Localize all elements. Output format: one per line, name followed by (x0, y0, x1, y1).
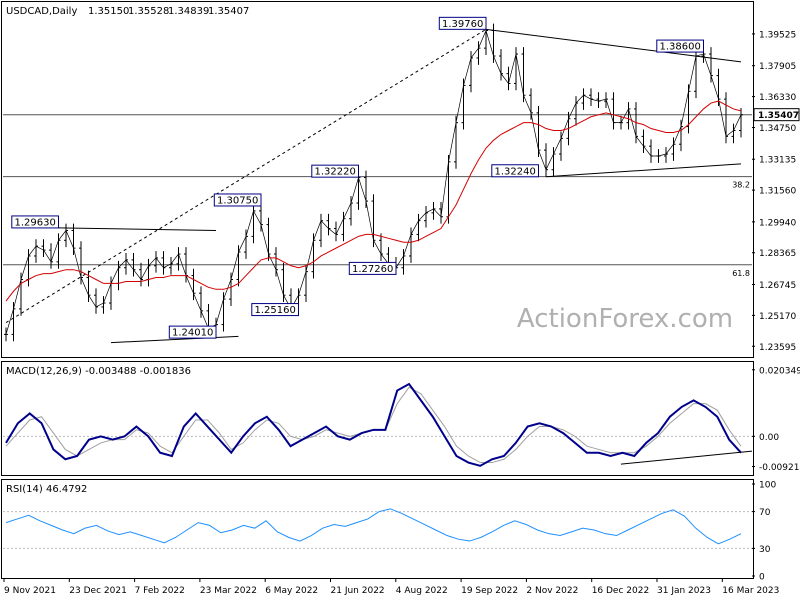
rsi-tick-label: 30 (759, 545, 771, 555)
price-tick-label: 1.25170 (759, 312, 796, 322)
macd-tick-label: 0.020349 (759, 366, 800, 376)
time-tick-label: 23 Dec 2021 (69, 586, 127, 596)
price-tick-label: 1.26745 (759, 281, 796, 291)
moving-average-line (5, 100, 742, 302)
time-tick-label: 7 Feb 2022 (135, 586, 185, 596)
rsi-tick-label: 70 (759, 508, 771, 518)
price-annotation-box (11, 215, 60, 229)
macd-tick-label: -0.009215 (759, 463, 800, 473)
price-annotation-box (311, 164, 359, 178)
macd-axis: 0.020349 0.00 -0.009215 (752, 366, 800, 473)
level-label: 61.8 (732, 269, 750, 278)
price-annotation-box (213, 193, 262, 207)
price-close-line (5, 29, 742, 335)
price-panel-border (1, 1, 754, 358)
macd-trendline-0 (620, 450, 753, 465)
price-axis: 1.39525 1.37905 1.36330 1.34750 1.33135 1.315… (752, 30, 800, 353)
trendline-0 (5, 28, 487, 324)
price-annotation-label: 1.25160 (254, 305, 295, 316)
macd-tick-label: 0.00 (759, 433, 779, 443)
price-tick-label: 1.33135 (759, 156, 796, 166)
time-tick-label: 16 Mar 2023 (722, 586, 779, 596)
price-annotations: 1.39760 1.38600 1.32220 1.32240 1.30750 1.296… (11, 16, 704, 339)
price-annotation-label: 1.27260 (352, 264, 393, 275)
price-tick-label: 1.34750 (759, 124, 796, 134)
time-tick-label: 6 May 2022 (265, 586, 318, 596)
price-tick-label: 1.31560 (759, 187, 796, 197)
price-annotation-box (251, 303, 300, 317)
price-annotation-label: 1.32220 (314, 167, 355, 178)
rsi-tick-label: 100 (759, 481, 776, 491)
rsi-line (5, 508, 742, 545)
time-tick-label: 16 Dec 2022 (592, 586, 650, 596)
time-tick-label: 4 Aug 2022 (396, 586, 448, 596)
price-tick-label: 1.37905 (759, 62, 796, 72)
price-tick-label: 1.39525 (759, 30, 796, 40)
ohlc-low: 1.34839 (168, 6, 209, 17)
time-axis: 9 Nov 2021 23 Dec 2021 7 Feb 2022 23 Mar 20… (3, 578, 779, 596)
current-price-label: 1.35407 (758, 111, 799, 121)
price-annotation-box (438, 16, 487, 30)
level-label: 38.2 (732, 181, 750, 190)
time-tick-label: 23 Mar 2022 (200, 586, 257, 596)
trendline-1 (485, 28, 742, 63)
trendline-3 (58, 227, 217, 231)
macd-title: MACD(12,26,9) -0.003488 -0.001836 (6, 366, 191, 377)
price-annotation-label: 1.24010 (172, 328, 213, 339)
symbol-timeframe-label: USDCAD,Daily (6, 6, 77, 17)
price-tick-label: 1.36330 (759, 93, 796, 103)
rsi-panel-border (1, 479, 754, 579)
price-annotation-box (168, 325, 217, 339)
macd-series (3, 382, 753, 467)
trendline-4 (110, 335, 239, 344)
price-horizontal-levels: 38.2 61.8 (3, 114, 752, 278)
rsi-title: RSI(14) 46.4792 (6, 484, 87, 495)
ohlc-open: 1.35150 (88, 6, 129, 17)
macd-line (5, 382, 742, 467)
time-tick-label: 31 Jan 2023 (657, 586, 711, 596)
price-tick-label: 1.28365 (759, 249, 796, 259)
price-tick-label: 1.23595 (759, 343, 796, 353)
price-annotation-label: 1.32240 (494, 166, 535, 177)
current-price-box (753, 108, 800, 122)
time-tick-label: 9 Nov 2021 (4, 586, 56, 596)
price-annotation-label: 1.39760 (442, 19, 483, 30)
moving-average (5, 100, 742, 302)
time-tick-label: 2 Nov 2022 (526, 586, 578, 596)
price-annotation-box (348, 261, 397, 275)
time-tick-label: 19 Sep 2022 (461, 586, 518, 596)
rsi-tick-label: 0 (759, 573, 765, 583)
price-bars (4, 23, 743, 342)
price-annotation-label: 1.38600 (659, 42, 700, 53)
time-tick-label: 21 Jun 2022 (331, 586, 385, 596)
rsi-series (3, 508, 752, 549)
rsi-axis: 100 70 30 0 (752, 481, 776, 583)
price-annotation-box (491, 164, 539, 178)
trendline-2 (545, 163, 742, 178)
price-trendlines (5, 28, 742, 344)
ohlc-high: 1.35528 (128, 6, 169, 17)
price-annotation-box (656, 39, 704, 53)
ohlc-close: 1.35407 (208, 6, 249, 17)
price-annotation-label: 1.29630 (14, 217, 55, 228)
price-annotation-label: 1.30750 (217, 195, 258, 206)
macd-panel-border (1, 361, 754, 476)
price-tick-label: 1.29940 (759, 218, 796, 228)
watermark-text: ActionForex.com (517, 304, 733, 334)
macd-signal-line (5, 386, 742, 464)
